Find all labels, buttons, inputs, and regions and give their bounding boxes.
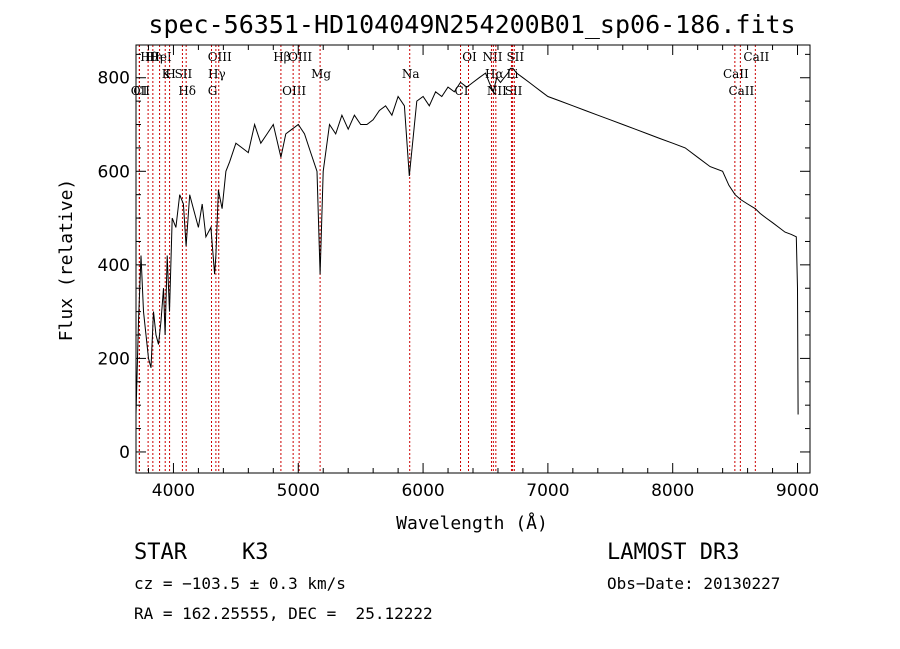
line-label: Li [507,67,519,81]
x-tick-label: 5000 [277,481,320,501]
x-tick-label: 7000 [526,481,569,501]
x-tick-label: 9000 [776,481,819,501]
line-label: G [208,84,218,98]
line-label: NII [487,84,507,98]
line-label: Hα [485,67,504,81]
line-label: K [162,67,172,81]
object-subclass: K3 [242,540,269,565]
line-label: HeI [149,50,172,64]
line-label: Na [402,67,420,81]
line-label: OIII [208,50,232,64]
line-label: OIII [282,84,306,98]
plot-frame [135,44,811,474]
line-label: OI [462,50,477,64]
line-label: CaII [728,84,754,98]
line-label: Hγ [208,67,226,81]
object-class: STAR [134,540,187,565]
line-label: CaII [743,50,769,64]
line-label: H [165,67,175,81]
line-label: Hθ [140,50,158,64]
x-axis-label: Wavelength (Å) [396,512,548,534]
y-axis-label: Flux (relative) [56,179,77,342]
y-tick-label: 200 [98,349,130,369]
x-tick-label: 8000 [651,481,694,501]
x-tick-label: 6000 [401,481,444,501]
line-label: Hβ [273,50,290,64]
coordinates: RA = 162.25555, DEC = 25.12222 [134,604,433,623]
line-label: SII [505,84,523,98]
line-label: OII [131,84,151,98]
line-label: SII [175,67,193,81]
line-label: SII [506,50,524,64]
spectrum-series-line [135,67,799,415]
x-tick-label: 4000 [152,481,195,501]
y-tick-label: 800 [98,69,130,89]
axis-ticks: 4000 5000 6000 7000 8000 9000 0 200 400 600 800 [98,45,819,501]
line-label: NII [482,50,502,64]
line-label: Mg [311,67,331,81]
spectral-line-markers: HθKHδOIIIHγOIIIOIIINaCIHeISIIGHβMgOIIHηH… [131,45,769,473]
chart-title: spec-56351-HD104049N254200B01_sp06-186.f… [148,10,795,39]
redshift-cz: cz = −103.5 ± 0.3 km/s [134,574,346,593]
y-tick-label: 600 [98,162,130,182]
line-label: Hη [145,50,163,64]
line-label: OIII [288,50,312,64]
line-label: CI [133,84,147,98]
survey-name: LAMOST DR3 [607,540,740,565]
line-label: Hδ [178,84,196,98]
line-label: CaII [723,67,749,81]
line-label: CI [455,84,469,98]
obs-date: Obs−Date: 20130227 [607,574,781,593]
y-tick-label: 0 [119,443,130,463]
y-tick-label: 400 [98,256,130,276]
